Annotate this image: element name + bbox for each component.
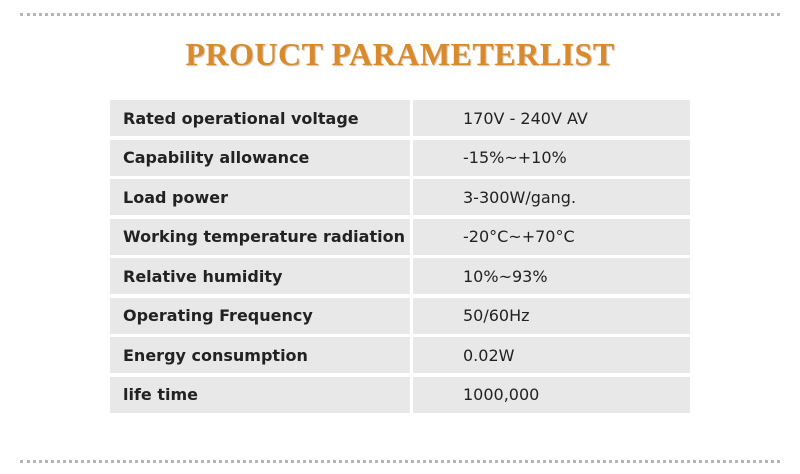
parameter-value: 170V - 240V AV [413, 100, 690, 136]
parameter-table: Rated operational voltage 170V - 240V AV C… [110, 100, 690, 416]
table-row: Load power 3-300W/gang. [110, 179, 690, 215]
parameter-name: Rated operational voltage [110, 100, 410, 136]
parameter-value: -15%~+10% [413, 139, 690, 176]
table-row: Energy consumption 0.02W [110, 337, 690, 373]
table-row: Relative humidity 10%~93% [110, 258, 690, 294]
parameter-value: -20°C~+70°C [413, 218, 690, 255]
parameter-name: Load power [110, 179, 410, 215]
parameter-value: 10%~93% [413, 258, 690, 294]
parameter-value: 3-300W/gang. [413, 179, 690, 215]
divider [20, 13, 780, 16]
divider [20, 460, 780, 463]
parameter-name: Capability allowance [110, 139, 410, 176]
parameter-name: Operating Frequency [110, 297, 410, 334]
parameter-name: life time [110, 376, 410, 413]
table-row: Operating Frequency 50/60Hz [110, 297, 690, 334]
title: PROUCT PARAMETERLIST [185, 36, 615, 72]
parameter-value: 1000,000 [413, 376, 690, 413]
table-row: Capability allowance -15%~+10% [110, 139, 690, 176]
parameter-value: 50/60Hz [413, 297, 690, 334]
table-row: Working temperature radiation -20°C~+70°C [110, 218, 690, 255]
table-row: Rated operational voltage 170V - 240V AV [110, 100, 690, 136]
parameter-value: 0.02W [413, 337, 690, 373]
parameter-name: Energy consumption [110, 337, 410, 373]
parameter-name: Working temperature radiation [110, 218, 410, 255]
parameter-name: Relative humidity [110, 258, 410, 294]
table-row: life time 1000,000 [110, 376, 690, 413]
